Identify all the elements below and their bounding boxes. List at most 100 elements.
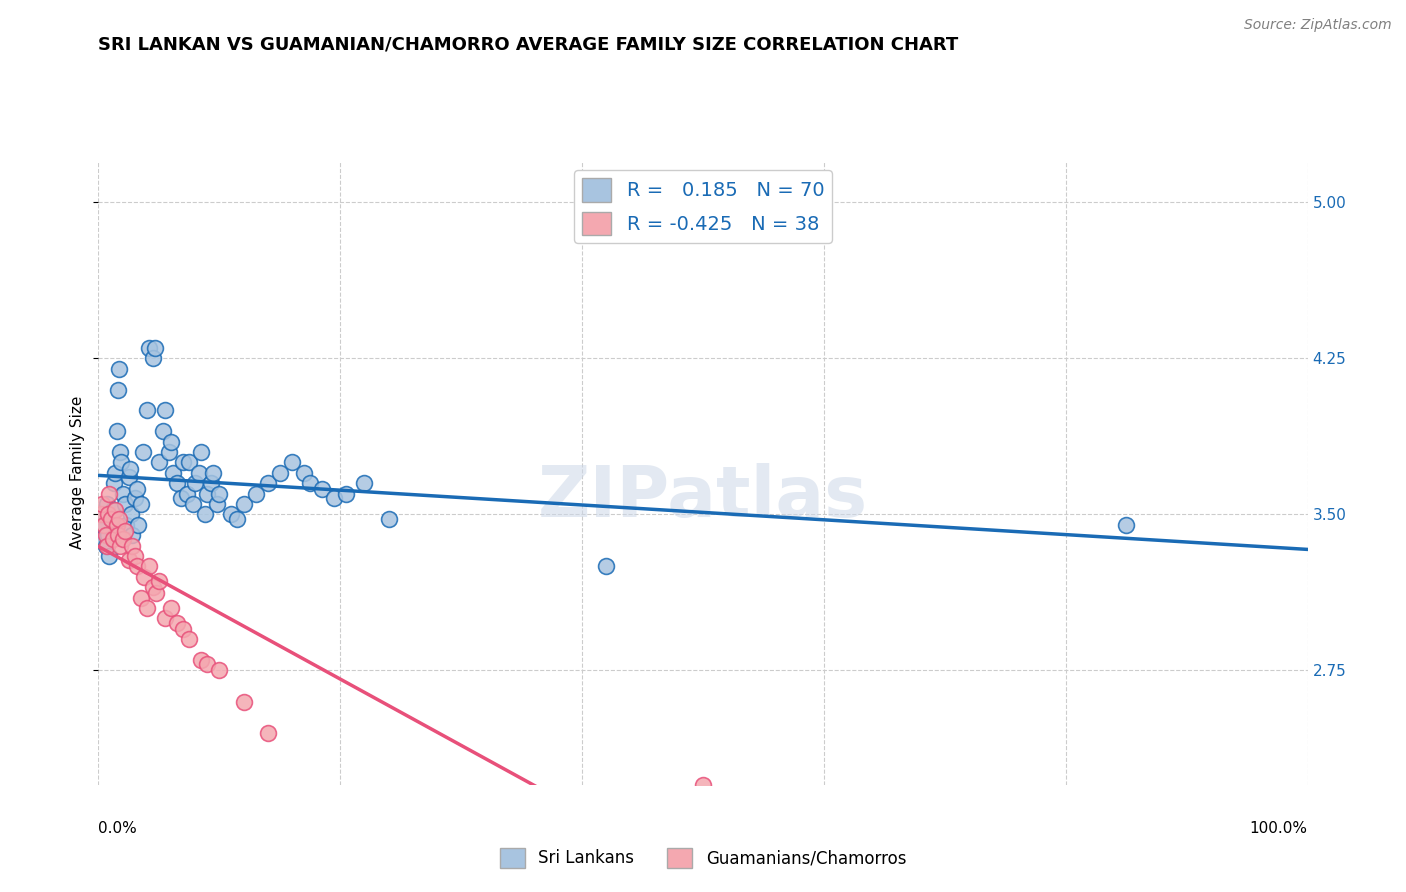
Point (107, 383, 129, 397)
Point (98, 549, 121, 563)
Point (311, 483, 333, 497)
Point (190, 445, 212, 459)
Point (595, 559, 617, 574)
Point (142, 351, 165, 366)
Point (104, 503, 127, 517)
Point (90, 508, 112, 522)
Point (232, 497, 254, 511)
Point (160, 434, 183, 449)
Point (187, 466, 209, 480)
Text: Source: ZipAtlas.com: Source: ZipAtlas.com (1244, 18, 1392, 32)
Point (108, 511, 131, 525)
Point (127, 483, 149, 497)
Point (172, 455, 194, 469)
Point (100, 511, 122, 525)
Point (195, 486, 218, 500)
Point (152, 424, 174, 438)
Point (108, 445, 131, 459)
Point (105, 424, 128, 438)
Point (172, 622, 194, 636)
Point (142, 580, 165, 594)
Point (93, 517, 115, 532)
Point (208, 486, 231, 500)
Point (208, 664, 231, 678)
Point (91, 533, 114, 547)
Point (111, 486, 134, 500)
Point (96, 539, 118, 553)
Text: SRI LANKAN VS GUAMANIAN/CHAMORRO AVERAGE FAMILY SIZE CORRELATION CHART: SRI LANKAN VS GUAMANIAN/CHAMORRO AVERAGE… (98, 36, 959, 54)
Point (120, 508, 142, 522)
Point (353, 476, 375, 491)
Y-axis label: Average Family Size: Average Family Size (70, 396, 86, 549)
Point (281, 455, 304, 469)
Point (162, 466, 184, 480)
Point (100, 511, 122, 525)
Point (148, 455, 170, 469)
Point (200, 476, 222, 491)
Point (232, 695, 254, 709)
Point (90, 524, 112, 538)
Point (111, 533, 134, 547)
Point (127, 559, 149, 574)
Point (108, 539, 131, 553)
Text: ZIPatlas: ZIPatlas (538, 463, 868, 533)
Point (176, 486, 198, 500)
Point (323, 491, 346, 505)
Point (135, 601, 157, 615)
Point (94, 539, 117, 553)
Point (377, 511, 399, 525)
Point (194, 508, 217, 522)
Point (101, 503, 124, 517)
Point (121, 528, 143, 542)
Point (129, 497, 152, 511)
Point (245, 486, 267, 500)
Point (692, 778, 714, 792)
Point (256, 726, 278, 740)
Point (195, 657, 218, 672)
Point (256, 476, 278, 491)
Point (124, 491, 146, 505)
Point (108, 361, 131, 376)
Point (221, 508, 243, 522)
Point (166, 615, 188, 630)
Point (143, 341, 166, 355)
Point (135, 403, 157, 417)
Point (91, 517, 114, 532)
Point (121, 539, 143, 553)
Text: 0.0%: 0.0% (98, 821, 138, 836)
Point (129, 591, 152, 605)
Point (179, 632, 201, 647)
Point (96, 497, 118, 511)
Point (153, 403, 176, 417)
Point (124, 549, 146, 563)
Point (134, 570, 156, 584)
Point (127, 517, 149, 532)
Point (292, 466, 315, 480)
Point (104, 466, 127, 480)
Point (101, 533, 124, 547)
Point (91, 497, 114, 511)
Point (157, 445, 180, 459)
Point (114, 497, 136, 511)
Point (110, 455, 132, 469)
Point (335, 486, 357, 500)
Point (202, 466, 225, 480)
Text: 100.0%: 100.0% (1250, 821, 1308, 836)
Point (269, 466, 291, 480)
Legend: R =   0.185   N = 70, R = -0.425   N = 38: R = 0.185 N = 70, R = -0.425 N = 38 (574, 170, 832, 243)
Point (98, 486, 121, 500)
Point (94, 528, 117, 542)
Legend: Sri Lankans, Guamanians/Chamorros: Sri Lankans, Guamanians/Chamorros (494, 841, 912, 875)
Point (138, 341, 160, 355)
Point (169, 491, 191, 505)
Point (97, 508, 120, 522)
Point (118, 461, 141, 475)
Point (107, 528, 129, 542)
Point (138, 559, 160, 574)
Point (118, 553, 141, 567)
Point (153, 611, 176, 625)
Point (145, 586, 167, 600)
Point (105, 517, 128, 532)
Point (181, 497, 204, 511)
Point (190, 653, 212, 667)
